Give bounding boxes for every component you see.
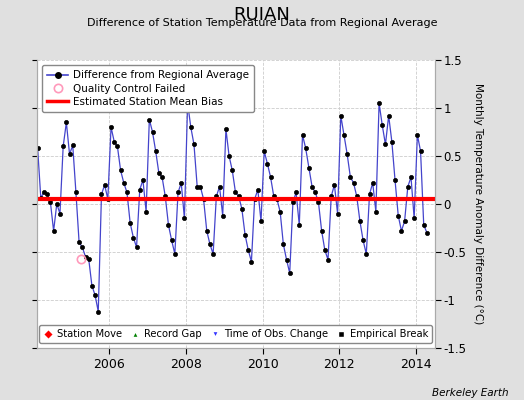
Y-axis label: Monthly Temperature Anomaly Difference (°C): Monthly Temperature Anomaly Difference (… [473, 83, 483, 325]
Legend: Station Move, Record Gap, Time of Obs. Change, Empirical Break: Station Move, Record Gap, Time of Obs. C… [39, 325, 432, 343]
Text: RUIAN: RUIAN [234, 6, 290, 24]
Text: Difference of Station Temperature Data from Regional Average: Difference of Station Temperature Data f… [87, 18, 437, 28]
Text: Berkeley Earth: Berkeley Earth [432, 388, 508, 398]
